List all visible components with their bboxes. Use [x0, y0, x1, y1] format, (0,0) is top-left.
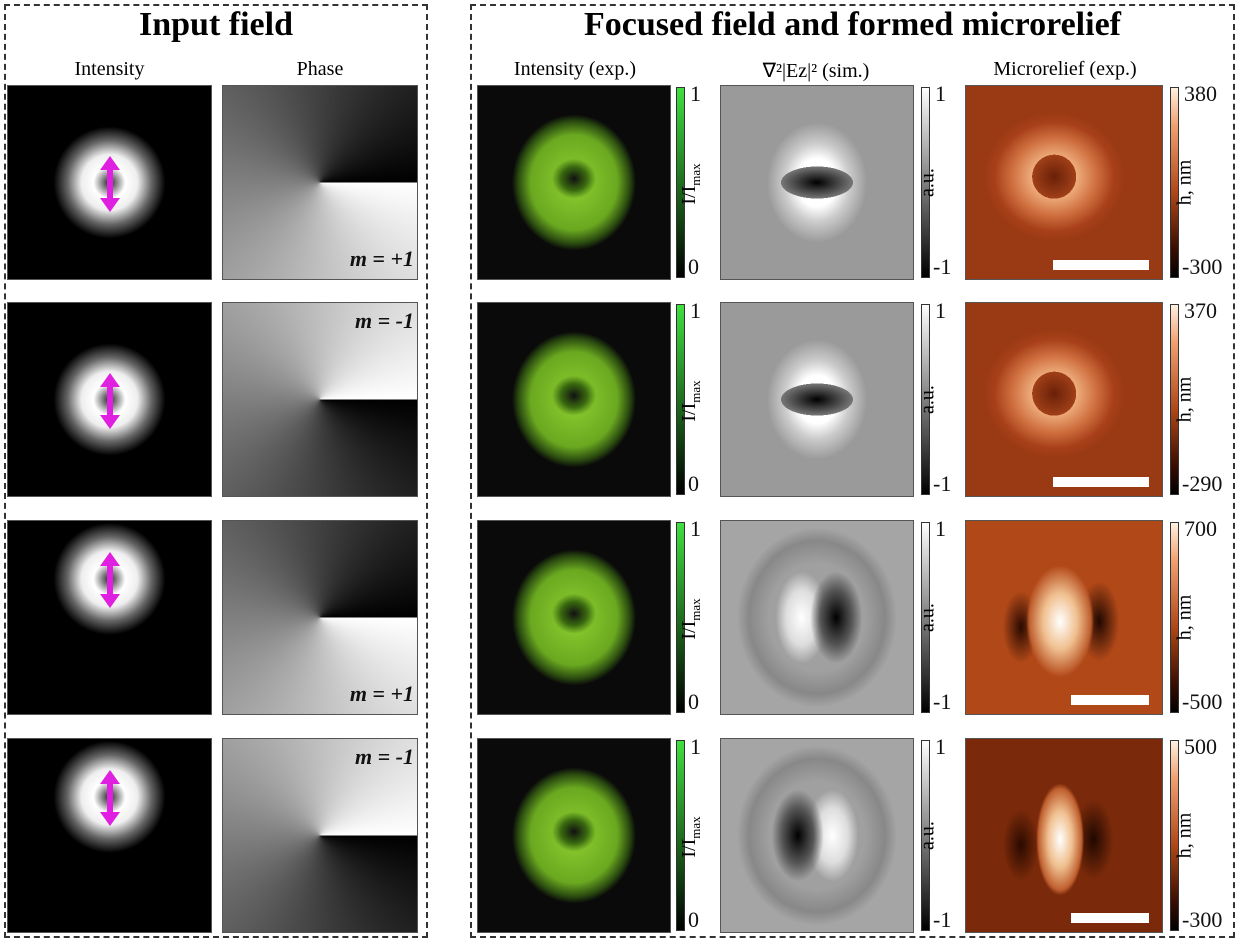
colorbar-label: I/Imax: [678, 341, 704, 461]
colorbar-label: a.u.: [917, 775, 940, 895]
polarization-arrow: [100, 552, 120, 608]
arrow-icon: [100, 770, 120, 826]
colorbar-max: 1: [935, 516, 946, 542]
column-header: Intensity: [7, 58, 212, 81]
intensity-image: [477, 302, 671, 497]
intensity-image: [477, 520, 671, 715]
microrelief-image: [965, 738, 1163, 933]
label-subscript: max: [688, 816, 703, 838]
panel-title: Focused field and formed microrelief: [470, 6, 1235, 44]
colorbar-max: 700: [1184, 516, 1217, 542]
colorbar-label: h, nm: [1174, 339, 1197, 459]
colorbar-label: I/Imax: [678, 559, 704, 679]
colorbar-min: -500: [1182, 689, 1222, 715]
colorbar-max: 1: [690, 81, 701, 107]
scale-bar: [1053, 477, 1149, 487]
panel-title: Input field: [4, 6, 428, 44]
label-text: a.u.: [917, 168, 939, 197]
topological-charge: m = +1: [300, 681, 414, 707]
label-subscript: max: [688, 380, 703, 402]
colorbar-max: 1: [935, 298, 946, 324]
colorbar-label: h, nm: [1174, 775, 1197, 895]
colorbar-max: 1: [935, 734, 946, 760]
microrelief-image: [965, 302, 1163, 497]
topological-charge: m = -1: [300, 744, 414, 770]
colorbar-label: a.u.: [917, 339, 940, 459]
colorbar-min: -300: [1182, 907, 1222, 933]
column-header: ∇²|Eᴢ|² (sim.): [716, 58, 916, 83]
colorbar-min: 0: [688, 907, 699, 933]
colorbar-max: 500: [1184, 734, 1217, 760]
simulation-image: [720, 520, 914, 715]
scale-bar: [1071, 913, 1149, 923]
colorbar-max: 1: [690, 516, 701, 542]
microrelief-image: [965, 85, 1163, 280]
intensity-image: [7, 85, 212, 280]
scale-bar: [1071, 695, 1149, 705]
colorbar-min: -1: [933, 471, 951, 497]
colorbar-max: 1: [690, 298, 701, 324]
colorbar-min: -1: [933, 254, 951, 280]
colorbar-max: 1: [690, 734, 701, 760]
colorbar-label: h, nm: [1174, 122, 1197, 242]
arrow-icon: [100, 552, 120, 608]
intensity-image: [477, 738, 671, 933]
colorbar-min: -1: [933, 907, 951, 933]
label-text: h, nm: [1174, 594, 1196, 640]
label-text: I/I: [678, 185, 700, 204]
label-text: a.u.: [917, 603, 939, 632]
column-header: Microrelief (exp.): [960, 58, 1170, 81]
simulation-image: [720, 738, 914, 933]
intensity-image: [477, 85, 671, 280]
colorbar-max: 1: [935, 81, 946, 107]
label-text: a.u.: [917, 821, 939, 850]
colorbar-min: -1: [933, 689, 951, 715]
colorbar-min: -300: [1182, 254, 1222, 280]
colorbar-label: I/Imax: [678, 777, 704, 897]
intensity-image: [7, 520, 212, 715]
label-subscript: max: [688, 598, 703, 620]
intensity-image: [7, 738, 212, 933]
intensity-image: [7, 302, 212, 497]
arrow-icon: [100, 373, 120, 429]
colorbar-min: -290: [1182, 471, 1222, 497]
topological-charge: m = -1: [300, 308, 414, 334]
polarization-arrow: [100, 770, 120, 826]
microrelief-image: [965, 520, 1163, 715]
arrow-icon: [100, 156, 120, 212]
figure: Input field Focused field and formed mic…: [0, 0, 1239, 942]
label-text: h, nm: [1174, 376, 1196, 422]
simulation-image: [720, 85, 914, 280]
label-text: I/I: [678, 838, 700, 857]
column-header: Phase: [222, 58, 418, 81]
label-text: h, nm: [1174, 812, 1196, 858]
colorbar-min: 0: [688, 254, 699, 280]
colorbar-label: a.u.: [917, 557, 940, 677]
colorbar-label: a.u.: [917, 122, 940, 242]
label-subscript: max: [688, 163, 703, 185]
colorbar-max: 380: [1184, 81, 1217, 107]
polarization-arrow: [100, 373, 120, 429]
scale-bar: [1053, 260, 1149, 270]
label-text: I/I: [678, 620, 700, 639]
column-header: Intensity (exp.): [470, 58, 680, 81]
label-text: h, nm: [1174, 159, 1196, 205]
simulation-image: [720, 302, 914, 497]
colorbar-label: I/Imax: [678, 124, 704, 244]
polarization-arrow: [100, 156, 120, 212]
colorbar-min: 0: [688, 689, 699, 715]
label-text: I/I: [678, 402, 700, 421]
label-text: a.u.: [917, 385, 939, 414]
colorbar-max: 370: [1184, 298, 1217, 324]
colorbar-min: 0: [688, 471, 699, 497]
colorbar-label: h, nm: [1174, 557, 1197, 677]
topological-charge: m = +1: [300, 246, 414, 272]
